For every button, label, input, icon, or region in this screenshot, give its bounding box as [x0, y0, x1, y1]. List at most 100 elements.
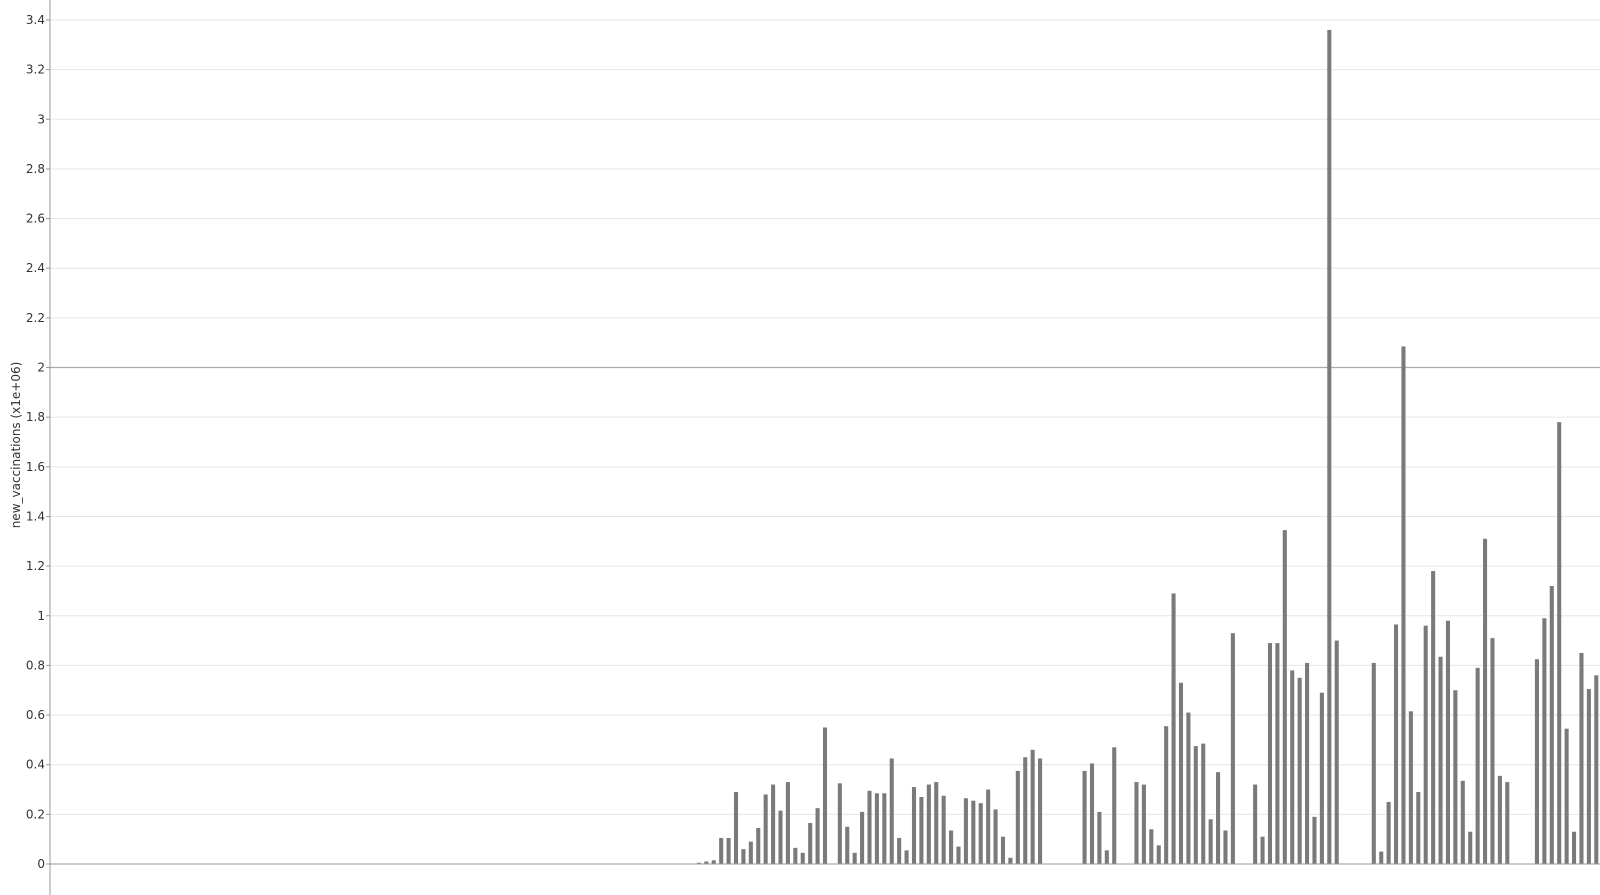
- bar: [756, 828, 761, 864]
- bar: [1260, 836, 1265, 864]
- bar: [860, 811, 865, 864]
- bar: [1208, 819, 1213, 864]
- y-tick-label: 2.4: [26, 261, 45, 275]
- bar: [889, 758, 894, 864]
- bar: [934, 782, 939, 864]
- bar: [793, 847, 798, 864]
- y-tick-label: 0.4: [26, 758, 45, 772]
- bar: [1557, 422, 1562, 864]
- bar: [1000, 836, 1006, 864]
- bar: [815, 808, 820, 864]
- bar: [1408, 711, 1413, 864]
- bar: [837, 783, 842, 864]
- y-tick-label: 0: [37, 857, 45, 871]
- bar: [1327, 29, 1332, 865]
- bar: [763, 794, 768, 864]
- bar: [1030, 749, 1035, 864]
- y-tick-label: 2.8: [26, 162, 45, 176]
- bar: [1379, 851, 1384, 864]
- bar: [867, 790, 872, 864]
- y-tick-label: 1.6: [26, 460, 45, 474]
- bar: [1475, 667, 1480, 864]
- bar: [1297, 677, 1302, 864]
- bar: [1497, 775, 1502, 864]
- y-tick-label: 2.2: [26, 311, 45, 325]
- y-tick-label: 2.6: [26, 212, 45, 226]
- bar: [845, 826, 850, 864]
- bar: [926, 784, 931, 864]
- bar: [808, 823, 813, 864]
- bar: [1164, 726, 1169, 864]
- bar: [1490, 638, 1495, 864]
- grid-lines: [50, 19, 1600, 865]
- bar: [711, 860, 716, 864]
- bar: [785, 782, 790, 864]
- bar: [1230, 633, 1235, 864]
- bar: [1505, 782, 1510, 864]
- bar: [904, 850, 909, 864]
- y-tick-label: 1: [37, 609, 45, 623]
- bar: [800, 852, 805, 864]
- bar: [1201, 743, 1206, 864]
- bar: [1275, 643, 1280, 864]
- bar: [1008, 857, 1013, 864]
- bar: [733, 792, 739, 864]
- bar: [1371, 662, 1376, 864]
- bar: [704, 861, 709, 864]
- bar: [1149, 829, 1154, 864]
- y-axis-tick-labels: 0 0.2 0.4 0.6 0.8 1 1.2 1.4 1.6 1.8 2 2.2 2.4 2.6 2.8 3…: [26, 13, 50, 871]
- bar: [1586, 688, 1591, 864]
- y-tick-label: 0.8: [26, 658, 45, 672]
- bar: [1104, 850, 1109, 864]
- bar: [993, 809, 998, 864]
- bar: [1579, 653, 1584, 864]
- bar: [1134, 782, 1139, 864]
- bar: [1386, 801, 1391, 864]
- bar: [1334, 640, 1339, 864]
- bar: [1319, 692, 1324, 864]
- bar: [1401, 346, 1406, 864]
- y-tick-label: 0.6: [26, 708, 45, 722]
- bar: [1267, 643, 1273, 864]
- bar: [1542, 618, 1547, 864]
- bar: [978, 803, 983, 864]
- bar: [919, 796, 924, 864]
- bar: [1416, 792, 1421, 864]
- bar: [852, 852, 857, 864]
- bar: [971, 800, 976, 864]
- bar: [1216, 772, 1221, 864]
- bar: [956, 846, 961, 864]
- y-tick-label: 3: [37, 112, 45, 126]
- bar: [1423, 625, 1428, 864]
- bar: [882, 793, 887, 864]
- y-tick-label: 1.4: [26, 509, 45, 523]
- bar: [1305, 662, 1310, 864]
- bar: [1564, 728, 1569, 864]
- bar: [719, 837, 724, 864]
- bar: [1171, 593, 1176, 864]
- bar: [1445, 620, 1451, 864]
- bar: [1178, 682, 1184, 864]
- bar: [1193, 746, 1198, 864]
- bar: [874, 793, 879, 864]
- bar: [1112, 747, 1117, 864]
- bar: [741, 849, 746, 864]
- bar: [1460, 780, 1465, 864]
- bar: [1156, 845, 1161, 864]
- bar: [1290, 670, 1295, 864]
- bar: [1438, 656, 1443, 864]
- bar: [771, 784, 776, 864]
- y-tick-label: 1.2: [26, 559, 45, 573]
- bar: [778, 810, 783, 864]
- bar: [1282, 530, 1287, 864]
- bar: [1082, 770, 1087, 864]
- y-tick-label: 3.4: [26, 13, 45, 27]
- bar: [1431, 571, 1436, 864]
- bar: [941, 795, 946, 864]
- bar: [949, 830, 954, 864]
- bar: [1038, 758, 1043, 864]
- bar: [1023, 757, 1028, 864]
- bar: [1312, 816, 1317, 864]
- bar: [1594, 675, 1599, 864]
